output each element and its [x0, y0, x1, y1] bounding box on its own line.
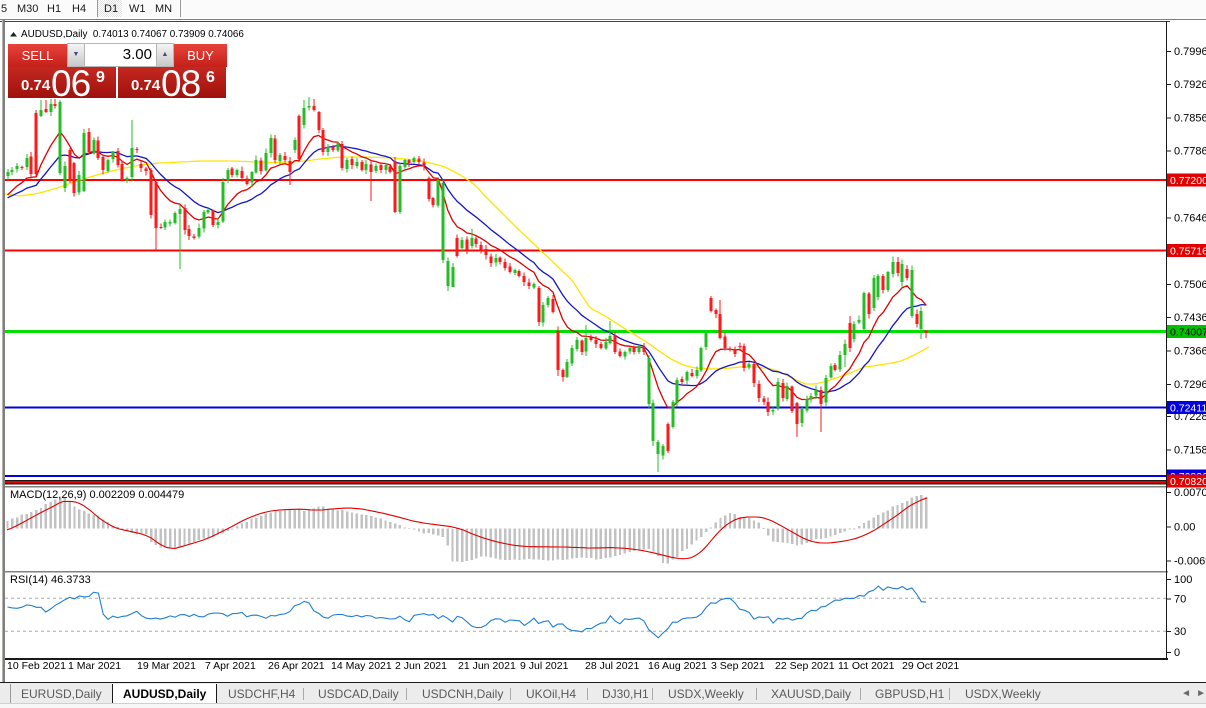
svg-text:AUDUSD,Daily 0.74013 0.74067: AUDUSD,Daily 0.74013 0.74067 0.73909 0.7… [21, 29, 244, 40]
svg-text:0.70820: 0.70820 [1170, 476, 1206, 488]
svg-text:70: 70 [1174, 593, 1186, 605]
svg-text:0.00: 0.00 [1174, 522, 1195, 534]
svg-text:14 May 2021: 14 May 2021 [331, 660, 392, 672]
svg-text:0: 0 [1174, 647, 1180, 659]
svg-text:22 Sep 2021: 22 Sep 2021 [775, 660, 835, 672]
svg-text:16 Aug 2021: 16 Aug 2021 [648, 660, 707, 672]
svg-text:0.74007: 0.74007 [1170, 327, 1206, 339]
svg-text:9 Jul 2021: 9 Jul 2021 [520, 660, 569, 672]
svg-text:0.75716: 0.75716 [1170, 246, 1206, 258]
svg-text:0.77200: 0.77200 [1170, 175, 1206, 187]
svg-text:100: 100 [1174, 574, 1192, 586]
svg-text:MACD(12,26,9) 0.002209 0.00447: MACD(12,26,9) 0.002209 0.004479 [10, 489, 184, 501]
svg-text:7 Apr 2021: 7 Apr 2021 [205, 660, 256, 672]
svg-text:1 Mar 2021: 1 Mar 2021 [68, 660, 121, 672]
svg-text:26 Apr 2021: 26 Apr 2021 [268, 660, 325, 672]
svg-text:11 Oct 2021: 11 Oct 2021 [838, 660, 895, 672]
svg-text:19 Mar 2021: 19 Mar 2021 [137, 660, 196, 672]
svg-text:0.007015: 0.007015 [1174, 487, 1206, 499]
svg-text:10 Feb 2021: 10 Feb 2021 [7, 660, 66, 672]
svg-text:29 Oct 2021: 29 Oct 2021 [902, 660, 959, 672]
svg-text:RSI(14) 46.3733: RSI(14) 46.3733 [10, 574, 91, 586]
svg-text:2 Jun 2021: 2 Jun 2021 [395, 660, 447, 672]
svg-text:21 Jun 2021: 21 Jun 2021 [458, 660, 516, 672]
svg-text:-0.00692: -0.00692 [1174, 555, 1206, 567]
svg-text:0.72411: 0.72411 [1170, 403, 1206, 415]
svg-text:28 Jul 2021: 28 Jul 2021 [585, 660, 639, 672]
svg-text:30: 30 [1174, 626, 1186, 638]
svg-text:3 Sep 2021: 3 Sep 2021 [711, 660, 765, 672]
